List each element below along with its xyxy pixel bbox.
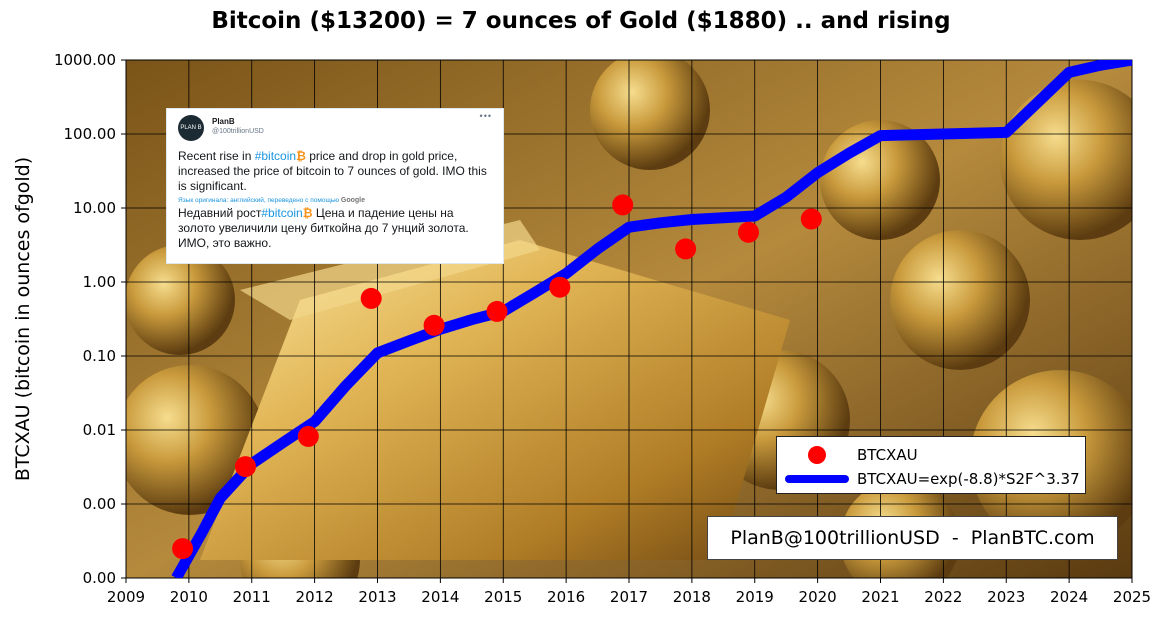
x-tick-label: 2015 <box>484 588 522 606</box>
blue-line-icon <box>785 475 849 483</box>
y-tick-label: 0.00 <box>83 495 116 513</box>
x-tick-label: 2009 <box>107 588 145 606</box>
data-point <box>549 276 571 298</box>
tweet-author: PlanB <box>212 117 235 126</box>
bitcoin-icon: ₿ <box>296 149 306 163</box>
x-tick-label: 2025 <box>1113 588 1151 606</box>
legend-label-line: BTCXAU=exp(-8.8)*S2F^3.37 <box>857 470 1080 488</box>
x-tick-label: 2012 <box>296 588 334 606</box>
x-tick-label: 2011 <box>233 588 271 606</box>
y-tick-label: 1.00 <box>83 273 116 291</box>
data-point <box>235 456 256 478</box>
legend: BTCXAU BTCXAU=exp(-8.8)*S2F^3.37 <box>776 436 1086 494</box>
y-tick-label: 0.00 <box>83 569 116 587</box>
x-axis: 2009 2010 2011 2012 2013 2014 2015 2016 2017 2018… <box>107 578 1151 606</box>
data-point <box>800 208 822 230</box>
y-tick-label: 10.00 <box>73 199 116 217</box>
translated-hashtag-link: #bitcoin <box>261 206 303 220</box>
x-tick-label: 2021 <box>861 588 899 606</box>
data-point <box>486 300 508 322</box>
tweet-translated-text: Недавний рост#bitcoin₿ Цена и падение це… <box>178 206 469 250</box>
x-tick-label: 2020 <box>799 588 837 606</box>
bitcoin-icon: ₿ <box>302 206 313 220</box>
y-tick-label: 0.01 <box>83 421 116 439</box>
chart-title: Bitcoin ($13200) = 7 ounces of Gold ($18… <box>211 8 951 34</box>
x-tick-label: 2019 <box>736 588 774 606</box>
translation-note: Язык оригинала: английский, переведено с… <box>178 197 365 204</box>
data-point <box>612 194 634 216</box>
google-logo: Google <box>340 197 365 204</box>
hashtag-link: #bitcoin <box>254 149 297 163</box>
y-axis-label: BTCXAU (bitcoin in ounces ofgold) <box>12 157 34 481</box>
tweet-handle: @100trillionUSD <box>212 128 264 135</box>
x-tick-label: 2017 <box>610 588 648 606</box>
data-point <box>738 221 759 243</box>
data-point <box>423 314 445 336</box>
y-axis: 1000.00 100.00 10.00 1.00 0.10 0.01 0.00 0.00 <box>54 51 126 587</box>
x-tick-label: 2018 <box>673 588 711 606</box>
data-point <box>360 287 382 309</box>
x-tick-label: 2010 <box>170 588 208 606</box>
red-dot-icon <box>808 446 826 464</box>
data-point <box>297 425 319 447</box>
x-tick-label: 2013 <box>358 588 396 606</box>
x-tick-label: 2024 <box>1050 588 1088 606</box>
y-tick-label: 0.10 <box>83 347 116 365</box>
tweet-card: PLAN B PlanB @100trillionUSD ••• Recent … <box>166 108 504 264</box>
tweet-text: Recent rise in #bitcoin₿ price and drop … <box>178 149 487 193</box>
x-tick-label: 2016 <box>547 588 585 606</box>
x-tick-label: 2022 <box>924 588 962 606</box>
legend-label-points: BTCXAU <box>857 446 918 464</box>
data-point <box>172 538 194 560</box>
credit-box: PlanB@100trillionUSD - PlanBTC.com <box>707 516 1118 560</box>
x-tick-label: 2014 <box>421 588 459 606</box>
more-icon: ••• <box>479 111 492 121</box>
y-tick-label: 100.00 <box>64 125 117 143</box>
y-tick-label: 1000.00 <box>54 51 116 69</box>
x-tick-label: 2023 <box>987 588 1025 606</box>
btcxau-points-layer <box>172 194 822 560</box>
legend-entry-line: BTCXAU=exp(-8.8)*S2F^3.37 <box>777 469 1080 489</box>
data-point <box>675 238 697 260</box>
legend-entry-points: BTCXAU <box>777 445 918 465</box>
avatar: PLAN B <box>178 115 204 141</box>
